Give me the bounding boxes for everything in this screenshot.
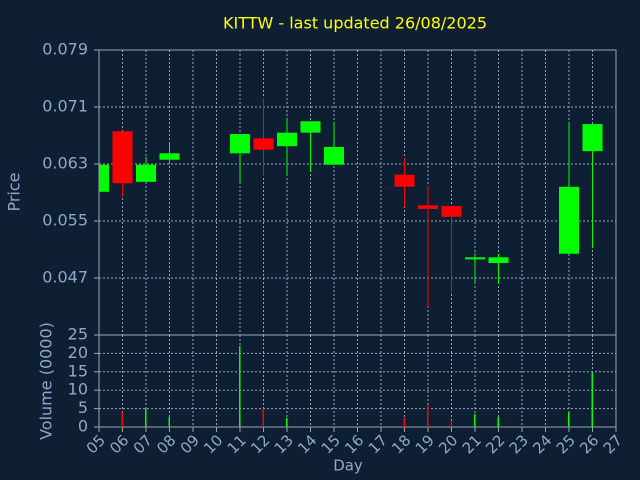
x-tick-label: 11 <box>224 431 250 457</box>
candle-body <box>324 146 344 165</box>
x-tick-label: 24 <box>529 431 555 457</box>
y-tick-label: 0.079 <box>42 40 88 59</box>
volume-bar <box>591 372 593 427</box>
candle-body <box>582 124 603 152</box>
chart-title: KITTW - last updated 26/08/2025 <box>223 14 487 33</box>
volume-bar <box>286 417 288 427</box>
x-tick-label: 07 <box>130 431 156 457</box>
volume-bar <box>121 412 123 427</box>
x-tick-label: 20 <box>435 431 461 457</box>
y-tick-label: 5 <box>78 398 88 417</box>
y-axis-label: Volume (0000) <box>37 322 56 440</box>
x-tick-label: 16 <box>341 431 367 457</box>
volume-bar <box>168 417 170 427</box>
volume-bar <box>568 412 570 427</box>
x-tick-label: 27 <box>600 431 626 457</box>
x-tick-label: 06 <box>106 431 132 457</box>
x-tick-label: 22 <box>482 431 508 457</box>
candle-body <box>112 131 133 184</box>
volume-bar <box>497 417 499 427</box>
x-tick-label: 17 <box>365 431 391 457</box>
x-tick-label: 26 <box>576 431 602 457</box>
y-tick-label: 0.047 <box>42 268 88 287</box>
candle-body <box>441 206 462 217</box>
candle-body <box>99 164 109 192</box>
candle-body <box>488 257 509 264</box>
candle-body <box>159 153 180 160</box>
volume-bar <box>427 404 429 427</box>
x-tick-label: 19 <box>412 431 438 457</box>
x-tick-label: 10 <box>200 431 226 457</box>
candle-body <box>277 132 297 147</box>
x-tick-label: 14 <box>294 431 320 457</box>
volume-bar <box>403 417 405 427</box>
volume-bar <box>239 346 241 427</box>
y-tick-label: 10 <box>68 380 88 399</box>
y-tick-label: 0.055 <box>42 211 88 230</box>
x-axis-label: Day <box>333 457 363 475</box>
x-tick-label: 21 <box>459 431 485 457</box>
x-tick-label: 13 <box>271 431 297 457</box>
x-tick-label: 08 <box>153 431 179 457</box>
y-tick-label: 15 <box>68 361 88 380</box>
y-tick-label: 0 <box>78 417 88 436</box>
y-tick-label: 0.071 <box>42 97 88 116</box>
x-tick-label: 09 <box>177 431 203 457</box>
candle-body <box>230 134 250 154</box>
candle-body <box>394 174 415 187</box>
volume-bar <box>145 408 147 427</box>
y-tick-label: 25 <box>68 325 88 344</box>
candle-body <box>418 205 438 209</box>
y-tick-label: 0.063 <box>42 154 88 173</box>
candle-body <box>136 164 156 182</box>
volume-bar <box>450 421 452 427</box>
x-tick-label: 12 <box>247 431 273 457</box>
volume-bar <box>262 408 264 427</box>
candle-body <box>253 138 274 150</box>
x-tick-label: 15 <box>318 431 344 457</box>
x-tick-label: 23 <box>506 431 532 457</box>
volume-bar <box>474 414 476 427</box>
y-axis-label: Price <box>5 172 24 211</box>
candle-body <box>300 121 321 133</box>
plot-frame <box>98 49 617 336</box>
x-tick-label: 18 <box>388 431 414 457</box>
x-tick-label: 25 <box>553 431 579 457</box>
candle-body <box>465 257 485 260</box>
y-tick-label: 20 <box>68 343 88 362</box>
candle-body <box>559 186 579 254</box>
